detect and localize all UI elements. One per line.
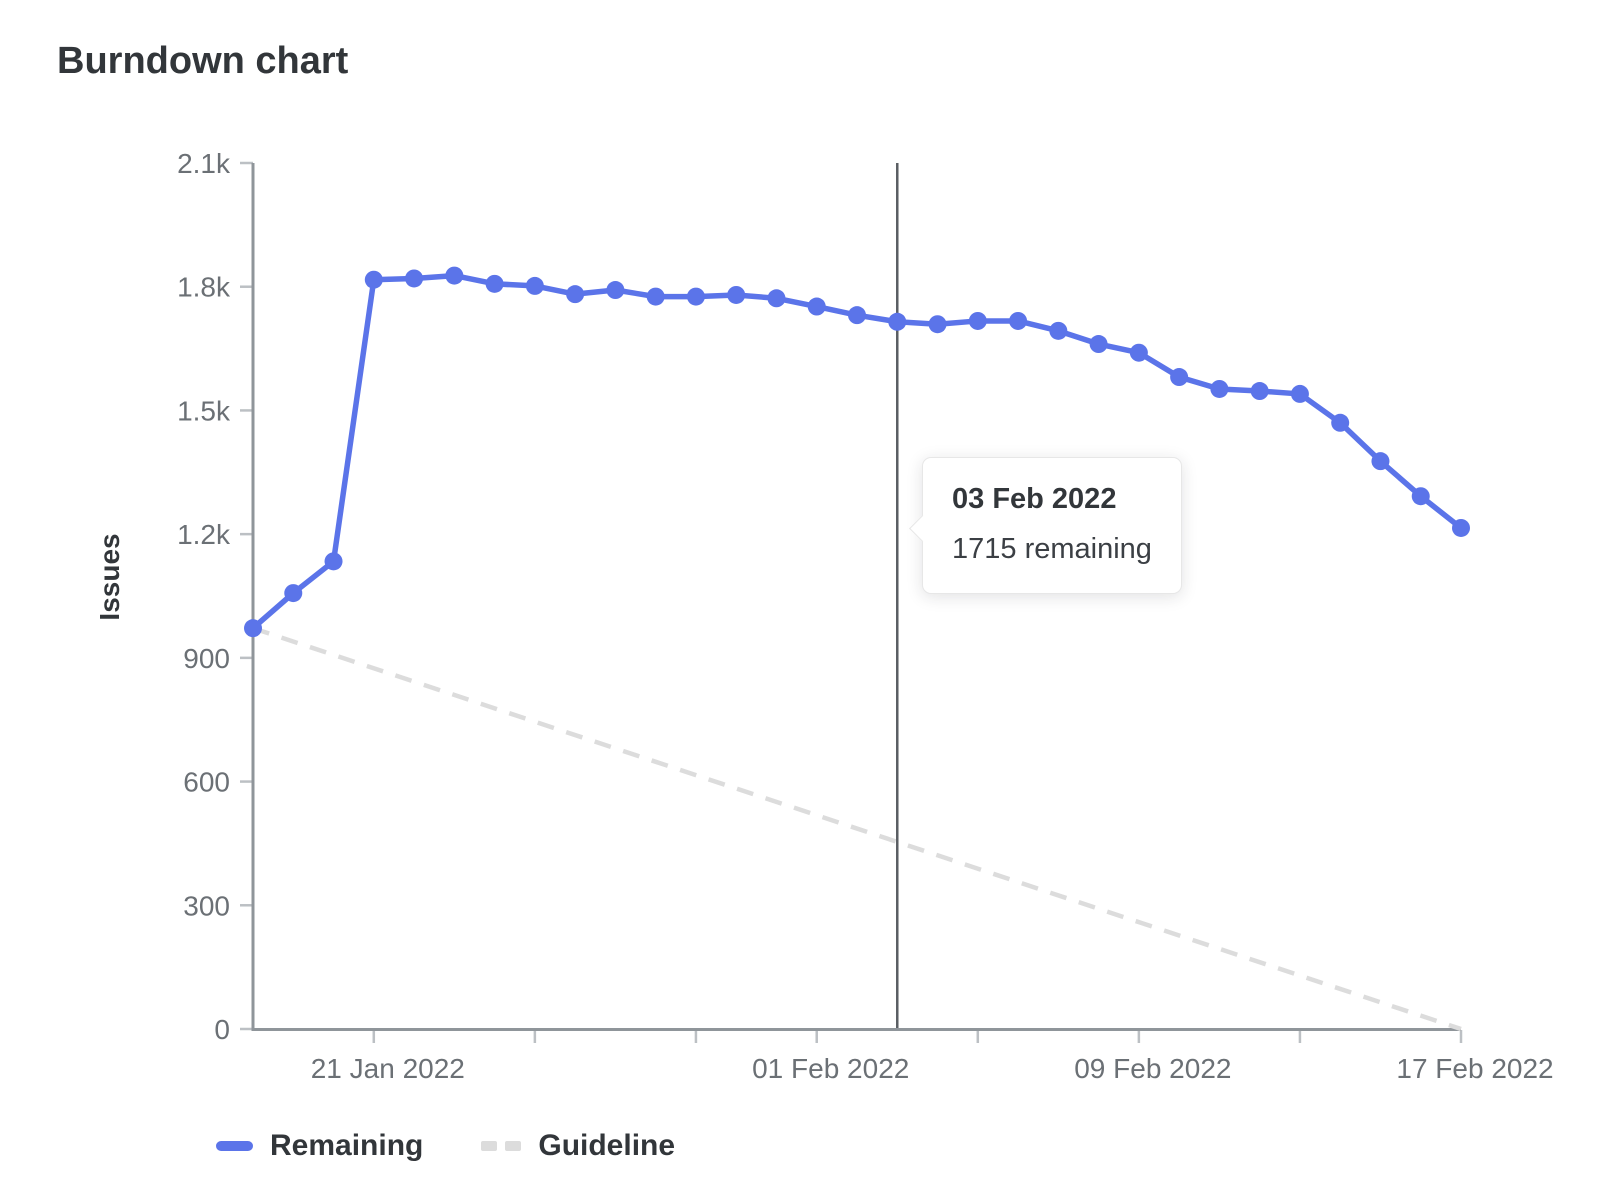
data-point[interactable]: [1371, 452, 1390, 471]
data-point[interactable]: [807, 297, 826, 316]
data-point[interactable]: [1049, 321, 1068, 340]
data-point[interactable]: [1250, 382, 1269, 401]
guideline-series: [252, 626, 1462, 1032]
guideline-dash-swatch-icon: [481, 1141, 522, 1151]
remaining-line-swatch-icon: [216, 1141, 253, 1151]
data-point[interactable]: [1290, 384, 1309, 403]
data-point[interactable]: [364, 270, 383, 289]
data-point[interactable]: [405, 269, 424, 288]
data-point[interactable]: [686, 287, 705, 306]
y-axis-tick-label: 300: [183, 890, 230, 921]
y-axis-tick-label: 2.1k: [177, 148, 231, 179]
legend-item-remaining[interactable]: Remaining: [216, 1129, 423, 1163]
tooltip-date: 03 Feb 2022: [952, 483, 1117, 515]
x-axis-tick-label: 09 Feb 2022: [1074, 1053, 1231, 1084]
data-point[interactable]: [646, 287, 665, 306]
y-axis-tick-label: 600: [183, 767, 230, 798]
data-point[interactable]: [1009, 311, 1028, 330]
data-point[interactable]: [928, 315, 947, 334]
x-axis-tick-label: 21 Jan 2022: [311, 1053, 465, 1084]
chart-title: Burndown chart: [57, 40, 349, 82]
data-point[interactable]: [727, 285, 746, 304]
data-point[interactable]: [848, 306, 866, 325]
y-axis-tick-label: 900: [183, 643, 230, 674]
legend-label-guideline: Guideline: [538, 1129, 676, 1162]
data-point[interactable]: [767, 289, 786, 308]
tooltip-value: 1715 remaining: [952, 533, 1152, 565]
x-axis-tick-label: 01 Feb 2022: [752, 1053, 909, 1084]
data-point[interactable]: [485, 274, 504, 293]
data-point[interactable]: [1411, 487, 1430, 506]
data-point[interactable]: [888, 312, 907, 331]
data-point[interactable]: [1331, 413, 1350, 432]
data-point[interactable]: [1210, 379, 1229, 398]
data-point[interactable]: [445, 266, 464, 285]
y-axis-tick-label: 1.2k: [177, 519, 231, 550]
y-axis-tick-label: 1.8k: [177, 272, 231, 303]
remaining-series: [250, 272, 1464, 631]
x-axis-tick-label: 17 Feb 2022: [1396, 1053, 1553, 1084]
data-point[interactable]: [525, 276, 544, 295]
chart-tooltip: 03 Feb 2022 1715 remaining: [909, 457, 1182, 594]
data-point[interactable]: [1452, 518, 1470, 537]
data-point[interactable]: [1170, 368, 1189, 387]
y-axis-tick-label: 0: [214, 1014, 230, 1045]
data-point[interactable]: [606, 281, 625, 300]
data-point[interactable]: [324, 552, 343, 571]
data-point[interactable]: [566, 285, 585, 304]
legend-label-remaining: Remaining: [270, 1129, 424, 1162]
legend-item-guideline[interactable]: Guideline: [481, 1129, 675, 1163]
data-point[interactable]: [1129, 343, 1148, 362]
chart-legend: Remaining Guideline: [216, 1129, 675, 1163]
data-point[interactable]: [968, 311, 987, 330]
y-axis-tick-label: 1.5k: [177, 395, 231, 426]
data-point[interactable]: [1089, 335, 1108, 354]
data-point[interactable]: [284, 584, 303, 603]
data-point[interactable]: [244, 619, 262, 638]
